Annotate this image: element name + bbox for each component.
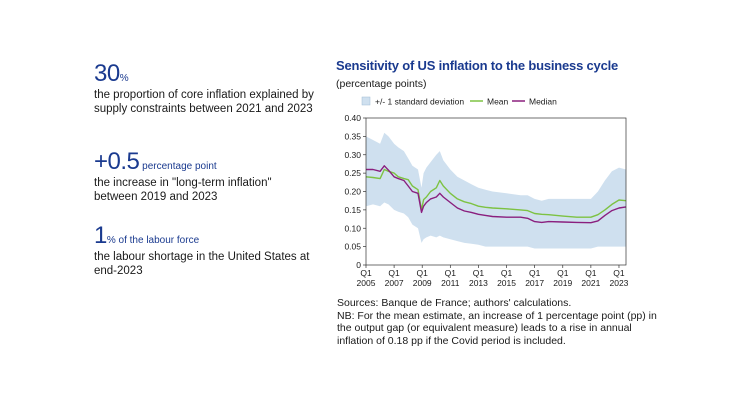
chart-subtitle: (percentage points) <box>336 78 427 90</box>
y-tick-label: 0.30 <box>344 150 361 160</box>
std-deviation-band <box>366 132 626 249</box>
x-tick-year: 2009 <box>413 278 432 288</box>
stat-unit: % of the labour force <box>106 235 200 246</box>
x-tick-quarter: Q1 <box>613 268 625 278</box>
stat-description: the increase in "long-term inflation" be… <box>94 177 272 203</box>
nb-note: NB: For the mean estimate, an increase o… <box>337 309 657 347</box>
stat-block-core-inflation: 30% the proportion of core inflation exp… <box>94 62 314 116</box>
y-tick-label: 0 <box>356 260 361 270</box>
x-tick-quarter: Q1 <box>585 268 597 278</box>
y-tick-label: 0.20 <box>344 187 361 197</box>
y-tick-label: 0.25 <box>344 168 361 178</box>
x-tick-year: 2013 <box>469 278 488 288</box>
x-tick-year: 2023 <box>610 278 629 288</box>
x-tick-year: 2017 <box>525 278 544 288</box>
x-tick-quarter: Q1 <box>388 268 400 278</box>
x-tick-year: 2015 <box>497 278 516 288</box>
y-tick-label: 0.05 <box>344 242 361 252</box>
legend-band-label: +/- 1 standard deviation <box>375 97 464 107</box>
y-tick-label: 0.40 <box>344 113 361 123</box>
median-line <box>366 165 627 224</box>
stat-unit: % <box>119 73 129 84</box>
x-tick-year: 2019 <box>553 278 572 288</box>
legend-band-swatch <box>361 96 371 106</box>
stat-block-long-term-inflation: +0.5 percentage point the increase in "l… <box>94 150 314 204</box>
y-tick-label: 0.35 <box>344 131 361 141</box>
x-tick-quarter: Q1 <box>445 268 457 278</box>
inflation-sensitivity-chart: +/- 1 standard deviation Mean Median 0 0.05 0… <box>344 96 629 289</box>
stat-description: the labour shortage in the United States… <box>94 251 310 277</box>
stat-description: the proportion of core inflation explain… <box>94 89 314 115</box>
x-tick-quarter: Q1 <box>557 268 569 278</box>
x-tick-quarter: Q1 <box>473 268 485 278</box>
chart-title: Sensitivity of US inflation to the busin… <box>336 58 619 73</box>
legend-median-label: Median <box>529 97 557 107</box>
y-tick-label: 0.10 <box>344 223 361 233</box>
x-tick-quarter: Q1 <box>529 268 541 278</box>
legend-mean-label: Mean <box>487 97 509 107</box>
mean-line <box>365 168 627 218</box>
x-tick-year: 2005 <box>357 278 376 288</box>
stat-value: +0.5 <box>94 148 140 175</box>
x-tick-quarter: Q1 <box>417 268 429 278</box>
x-tick-quarter: Q1 <box>501 268 513 278</box>
x-tick-year: 2011 <box>441 278 460 288</box>
x-tick-quarter: Q1 <box>360 268 372 278</box>
chart-notes: Sources: Banque de France; authors' calc… <box>337 297 667 347</box>
x-tick-year: 2007 <box>385 278 404 288</box>
stat-block-labour-shortage: 1% of the labour force the labour shorta… <box>94 224 314 278</box>
stat-value: 30 <box>94 60 120 87</box>
stat-unit: percentage point <box>139 161 217 172</box>
x-tick-year: 2021 <box>581 278 600 288</box>
y-tick-label: 0.15 <box>344 205 361 215</box>
stat-value: 1 <box>94 222 107 249</box>
sources-note: Sources: Banque de France; authors' calc… <box>337 297 572 309</box>
